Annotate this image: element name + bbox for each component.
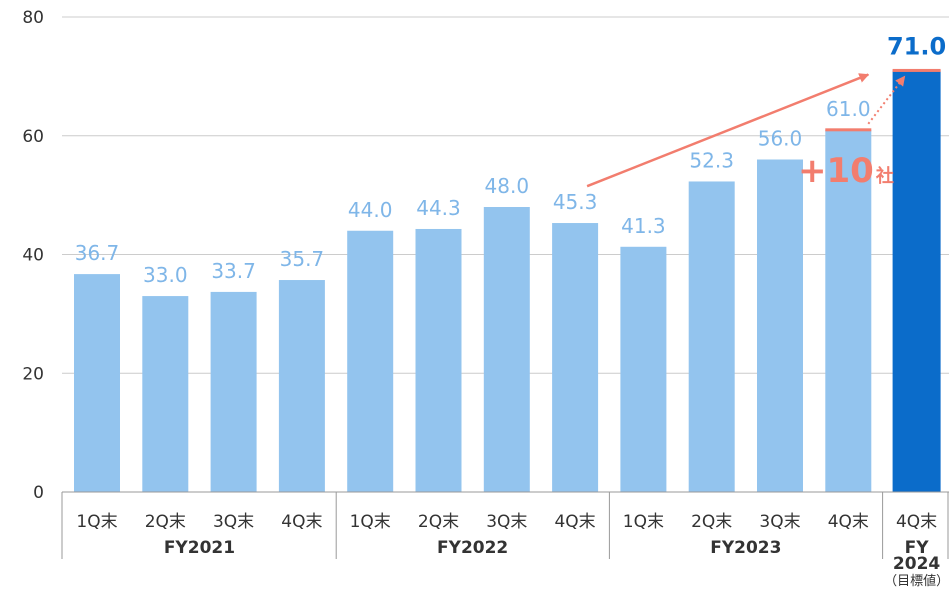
x-tick-label: 4Q末 <box>828 512 869 532</box>
value-label: 35.7 <box>280 247 325 271</box>
x-tick-label: 3Q末 <box>486 512 527 532</box>
value-label: 41.3 <box>621 214 666 238</box>
bars <box>74 70 941 492</box>
value-label: 56.0 <box>758 127 803 151</box>
increase-number: +10 <box>798 151 874 191</box>
x-tick-label: 2Q末 <box>145 512 186 532</box>
value-label: 44.3 <box>416 196 461 220</box>
x-tick-label: 3Q末 <box>759 512 800 532</box>
increase-annotation: +10 社 <box>798 151 894 191</box>
value-labels: 36.7 33.0 33.7 35.7 44.0 44.3 48.0 45.3 41.3 52.3… <box>75 32 946 287</box>
y-tick-label: 40 <box>22 246 44 266</box>
value-label: 33.0 <box>143 263 188 287</box>
value-label: 44.0 <box>348 198 393 222</box>
bar <box>210 291 257 492</box>
x-tick-label: 4Q末 <box>896 512 937 532</box>
growth-annotation: +10 社 <box>586 68 941 191</box>
x-tick-label: 1Q末 <box>623 512 664 532</box>
value-label: 48.0 <box>485 174 530 198</box>
bar <box>552 223 599 492</box>
bar <box>483 207 530 492</box>
group-note: （目標値） <box>884 573 949 589</box>
value-label: 45.3 <box>553 190 598 214</box>
group-label: FY2021 <box>164 538 235 558</box>
target-cap-marker <box>892 68 941 72</box>
prior-cap-marker <box>825 128 872 132</box>
y-axis: 0 20 40 60 80 <box>22 8 44 503</box>
trend-arrow <box>586 73 870 188</box>
bar <box>688 181 735 492</box>
x-tick-label: 4Q末 <box>281 512 322 532</box>
value-label: 36.7 <box>75 241 120 265</box>
y-tick-label: 80 <box>22 8 44 28</box>
value-label: 52.3 <box>689 148 734 172</box>
x-tick-label: 2Q末 <box>691 512 732 532</box>
bar <box>825 129 872 492</box>
increase-unit: 社 <box>876 165 894 187</box>
x-axis: 1Q末 2Q末 3Q末 4Q末 1Q末 2Q末 3Q末 4Q末 1Q末 2Q末 3Q末 4Q末 4Q末 F… <box>61 491 949 589</box>
value-label: 61.0 <box>826 97 871 121</box>
group-label: 2024 <box>893 554 940 574</box>
x-tick-label: 2Q末 <box>418 512 459 532</box>
bar <box>415 228 462 492</box>
x-tick-label: 3Q末 <box>213 512 254 532</box>
bar <box>347 230 394 492</box>
y-tick-label: 0 <box>33 483 44 503</box>
group-label: FY <box>905 538 930 558</box>
y-tick-label: 20 <box>22 364 44 384</box>
bar <box>74 274 120 492</box>
bar <box>620 246 667 492</box>
value-label: 33.7 <box>211 259 256 283</box>
x-tick-label: 4Q末 <box>554 512 595 532</box>
target-value-label: 71.0 <box>887 32 946 60</box>
x-tick-label: 1Q末 <box>76 512 117 532</box>
target-bar <box>892 70 941 492</box>
group-label: FY2022 <box>437 538 508 558</box>
bar <box>142 296 189 492</box>
bar <box>278 280 325 492</box>
y-tick-label: 60 <box>22 127 44 147</box>
bar <box>757 159 803 492</box>
x-tick-label: 1Q末 <box>350 512 391 532</box>
group-label: FY2023 <box>710 538 781 558</box>
